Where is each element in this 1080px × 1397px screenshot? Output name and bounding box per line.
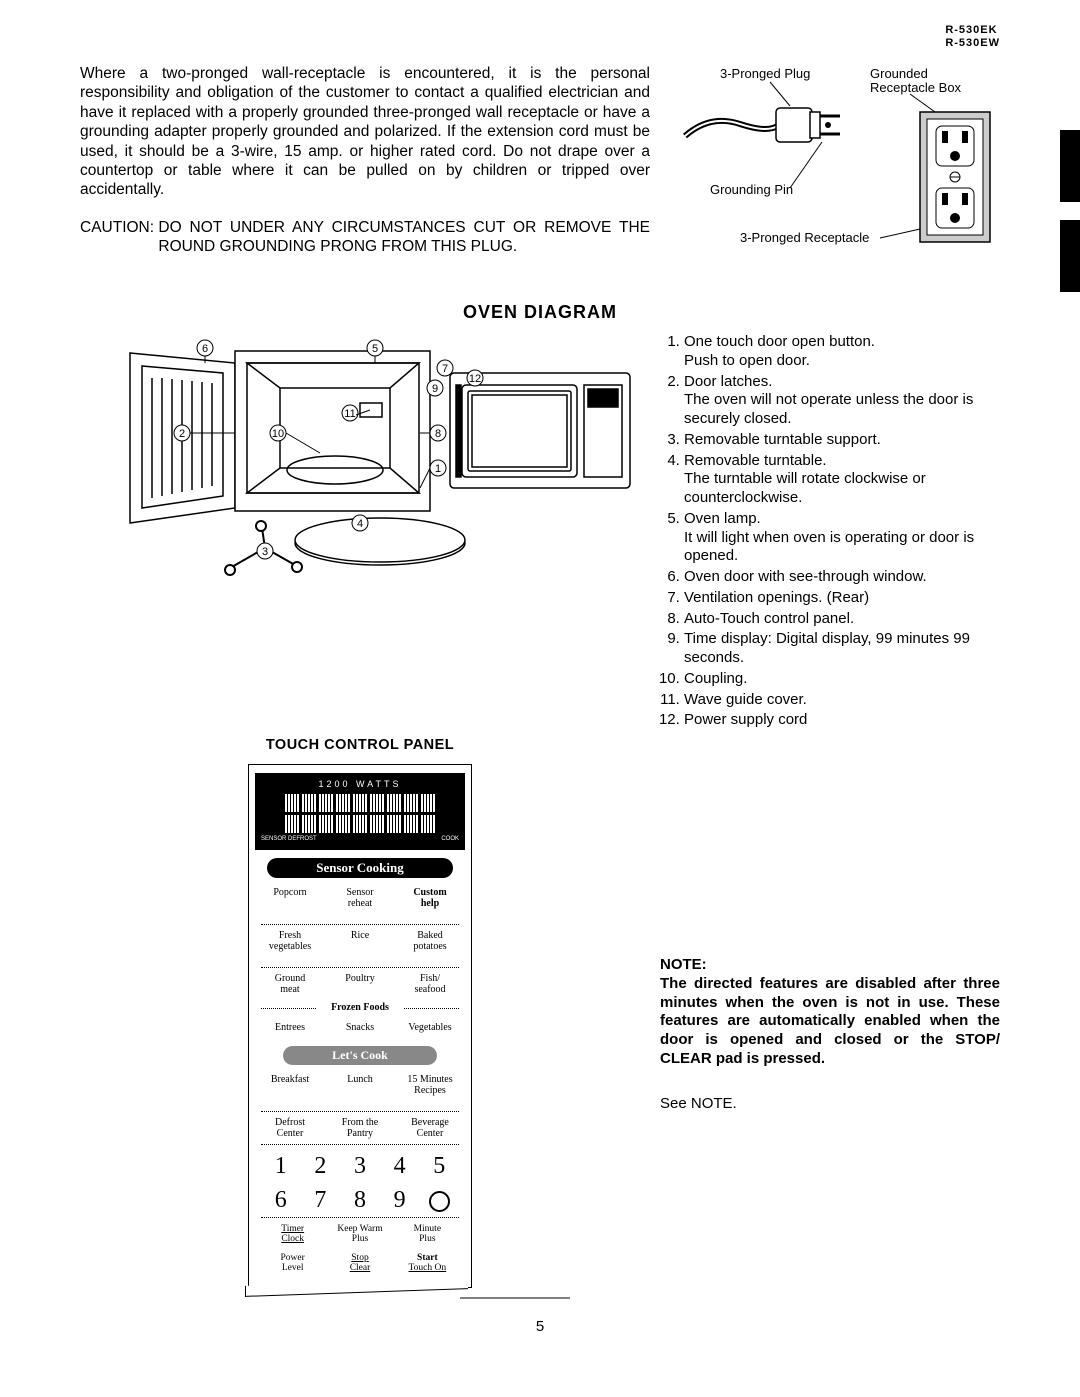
panel-button[interactable]: TimerClock	[259, 1220, 326, 1249]
frozen-label: Frozen Foods	[261, 1002, 459, 1015]
intro-paragraph: Where a two-pronged wall-receptacle is e…	[80, 64, 650, 200]
see-note: See NOTE.	[660, 1095, 1000, 1114]
panel-button[interactable]: Popcorn	[255, 882, 325, 914]
panel-button[interactable]: StopClear	[326, 1249, 393, 1278]
parts-item: Wave guide cover.	[684, 691, 1000, 710]
label-box-2: Receptacle Box	[870, 80, 962, 95]
caution-text: DO NOT UNDER ANY CIRCUMSTANCES CUT OR RE…	[158, 218, 650, 257]
section-title: OVEN DIAGRAM	[80, 301, 1000, 324]
svg-text:5: 5	[372, 343, 378, 355]
panel-button[interactable]: From thePantry	[325, 1112, 395, 1144]
numpad-key[interactable]: 5	[419, 1149, 459, 1183]
numpad-key-0[interactable]	[419, 1183, 459, 1217]
panel-button[interactable]: DefrostCenter	[255, 1112, 325, 1144]
numpad-key[interactable]: 6	[261, 1183, 301, 1217]
model-1: R-530EK	[945, 24, 1000, 37]
model-2: R-530EW	[945, 37, 1000, 50]
panel-button[interactable]: Entrees	[255, 1017, 325, 1038]
panel-button[interactable]: Customhelp	[395, 882, 465, 914]
label-box-1: Grounded	[870, 66, 928, 81]
outlet-bottom	[936, 188, 974, 228]
panel-button[interactable]: Lunch	[325, 1069, 395, 1101]
parts-item: Coupling.	[684, 670, 1000, 689]
panel-button[interactable]: Breakfast	[255, 1069, 325, 1101]
numpad-key[interactable]: 7	[301, 1183, 341, 1217]
svg-text:12: 12	[469, 373, 481, 385]
parts-item: Auto-Touch control panel.	[684, 610, 1000, 629]
svg-text:7: 7	[442, 363, 448, 375]
display-right: COOK	[441, 836, 459, 844]
oven-diagram: 6 5 7 12 9 2 11 10 8 1 4 3	[80, 333, 640, 583]
svg-text:6: 6	[202, 343, 208, 355]
label-pin: Grounding Pin	[710, 182, 793, 197]
parts-list: One touch door open button.Push to open …	[660, 333, 1000, 732]
caution: CAUTION: DO NOT UNDER ANY CIRCUMSTANCES …	[80, 218, 650, 257]
display-watts: 1200 WATTS	[261, 779, 459, 790]
parts-item: Oven door with see-through window.	[684, 568, 1000, 587]
numpad-key[interactable]: 1	[261, 1149, 301, 1183]
panel-button[interactable]: Rice	[325, 925, 395, 957]
numpad-key[interactable]: 8	[340, 1183, 380, 1217]
touch-control-panel: 1200 WATTS SENSOR DEFROST COOK Sensor Co…	[248, 764, 472, 1288]
plug-diagram: 3-Pronged Plug Grounded Receptacle Box G…	[680, 64, 1000, 279]
note-title: NOTE:	[660, 956, 1000, 975]
panel-button[interactable]: Vegetables	[395, 1017, 465, 1038]
page-tab-2	[1060, 220, 1080, 292]
panel-button[interactable]: StartTouch On	[394, 1249, 461, 1278]
numpad-key[interactable]: 9	[380, 1183, 420, 1217]
panel-button[interactable]: BeverageCenter	[395, 1112, 465, 1144]
svg-text:3: 3	[262, 546, 268, 558]
svg-text:1: 1	[435, 463, 441, 475]
panel-button[interactable]: Poultry	[325, 968, 395, 1000]
outlet-top	[936, 126, 974, 166]
panel-button[interactable]: 15 MinutesRecipes	[395, 1069, 465, 1101]
parts-item: One touch door open button.Push to open …	[684, 333, 1000, 371]
parts-item: Oven lamp.It will light when oven is ope…	[684, 510, 1000, 566]
model-labels: R-530EK R-530EW	[945, 24, 1000, 50]
panel-button[interactable]: Freshvegetables	[255, 925, 325, 957]
svg-text:4: 4	[357, 518, 363, 530]
panel-button[interactable]: MinutePlus	[394, 1220, 461, 1249]
numpad-key[interactable]: 2	[301, 1149, 341, 1183]
panel-title: TOUCH CONTROL PANEL	[266, 736, 454, 754]
panel-button[interactable]: Fish/seafood	[395, 968, 465, 1000]
panel-button[interactable]: Snacks	[325, 1017, 395, 1038]
panel-button[interactable]: PowerLevel	[259, 1249, 326, 1278]
parts-item: Power supply cord	[684, 711, 1000, 730]
svg-text:9: 9	[432, 383, 438, 395]
svg-text:10: 10	[272, 428, 284, 440]
parts-item: Removable turntable support.	[684, 431, 1000, 450]
page-number: 5	[80, 1318, 1000, 1337]
label-recept: 3-Pronged Receptacle	[740, 230, 869, 245]
parts-item: Door latches.The oven will not operate u…	[684, 373, 1000, 429]
parts-item: Time display: Digital display, 99 minute…	[684, 630, 1000, 668]
numpad-key[interactable]: 4	[380, 1149, 420, 1183]
panel-button[interactable]: Keep WarmPlus	[326, 1220, 393, 1249]
pill-lets: Let's Cook	[283, 1046, 437, 1065]
parts-item: Ventilation openings. (Rear)	[684, 589, 1000, 608]
page-tab-1	[1060, 130, 1080, 202]
caution-label: CAUTION:	[80, 218, 158, 257]
display-left: SENSOR DEFROST	[261, 836, 317, 844]
panel-button[interactable]: Sensorreheat	[325, 882, 395, 914]
label-plug: 3-Pronged Plug	[720, 66, 810, 81]
svg-text:2: 2	[179, 428, 185, 440]
panel-button[interactable]: Bakedpotatoes	[395, 925, 465, 957]
display: 1200 WATTS SENSOR DEFROST COOK	[255, 773, 465, 850]
numpad-key[interactable]: 3	[340, 1149, 380, 1183]
connector-line	[460, 1284, 580, 1314]
note-body: The directed features are disabled after…	[660, 975, 1000, 1069]
parts-item: Removable turntable.The turntable will r…	[684, 452, 1000, 508]
svg-text:11: 11	[344, 408, 355, 420]
svg-text:8: 8	[435, 428, 441, 440]
panel-button[interactable]: Groundmeat	[255, 968, 325, 1000]
pill-sensor: Sensor Cooking	[267, 858, 453, 878]
